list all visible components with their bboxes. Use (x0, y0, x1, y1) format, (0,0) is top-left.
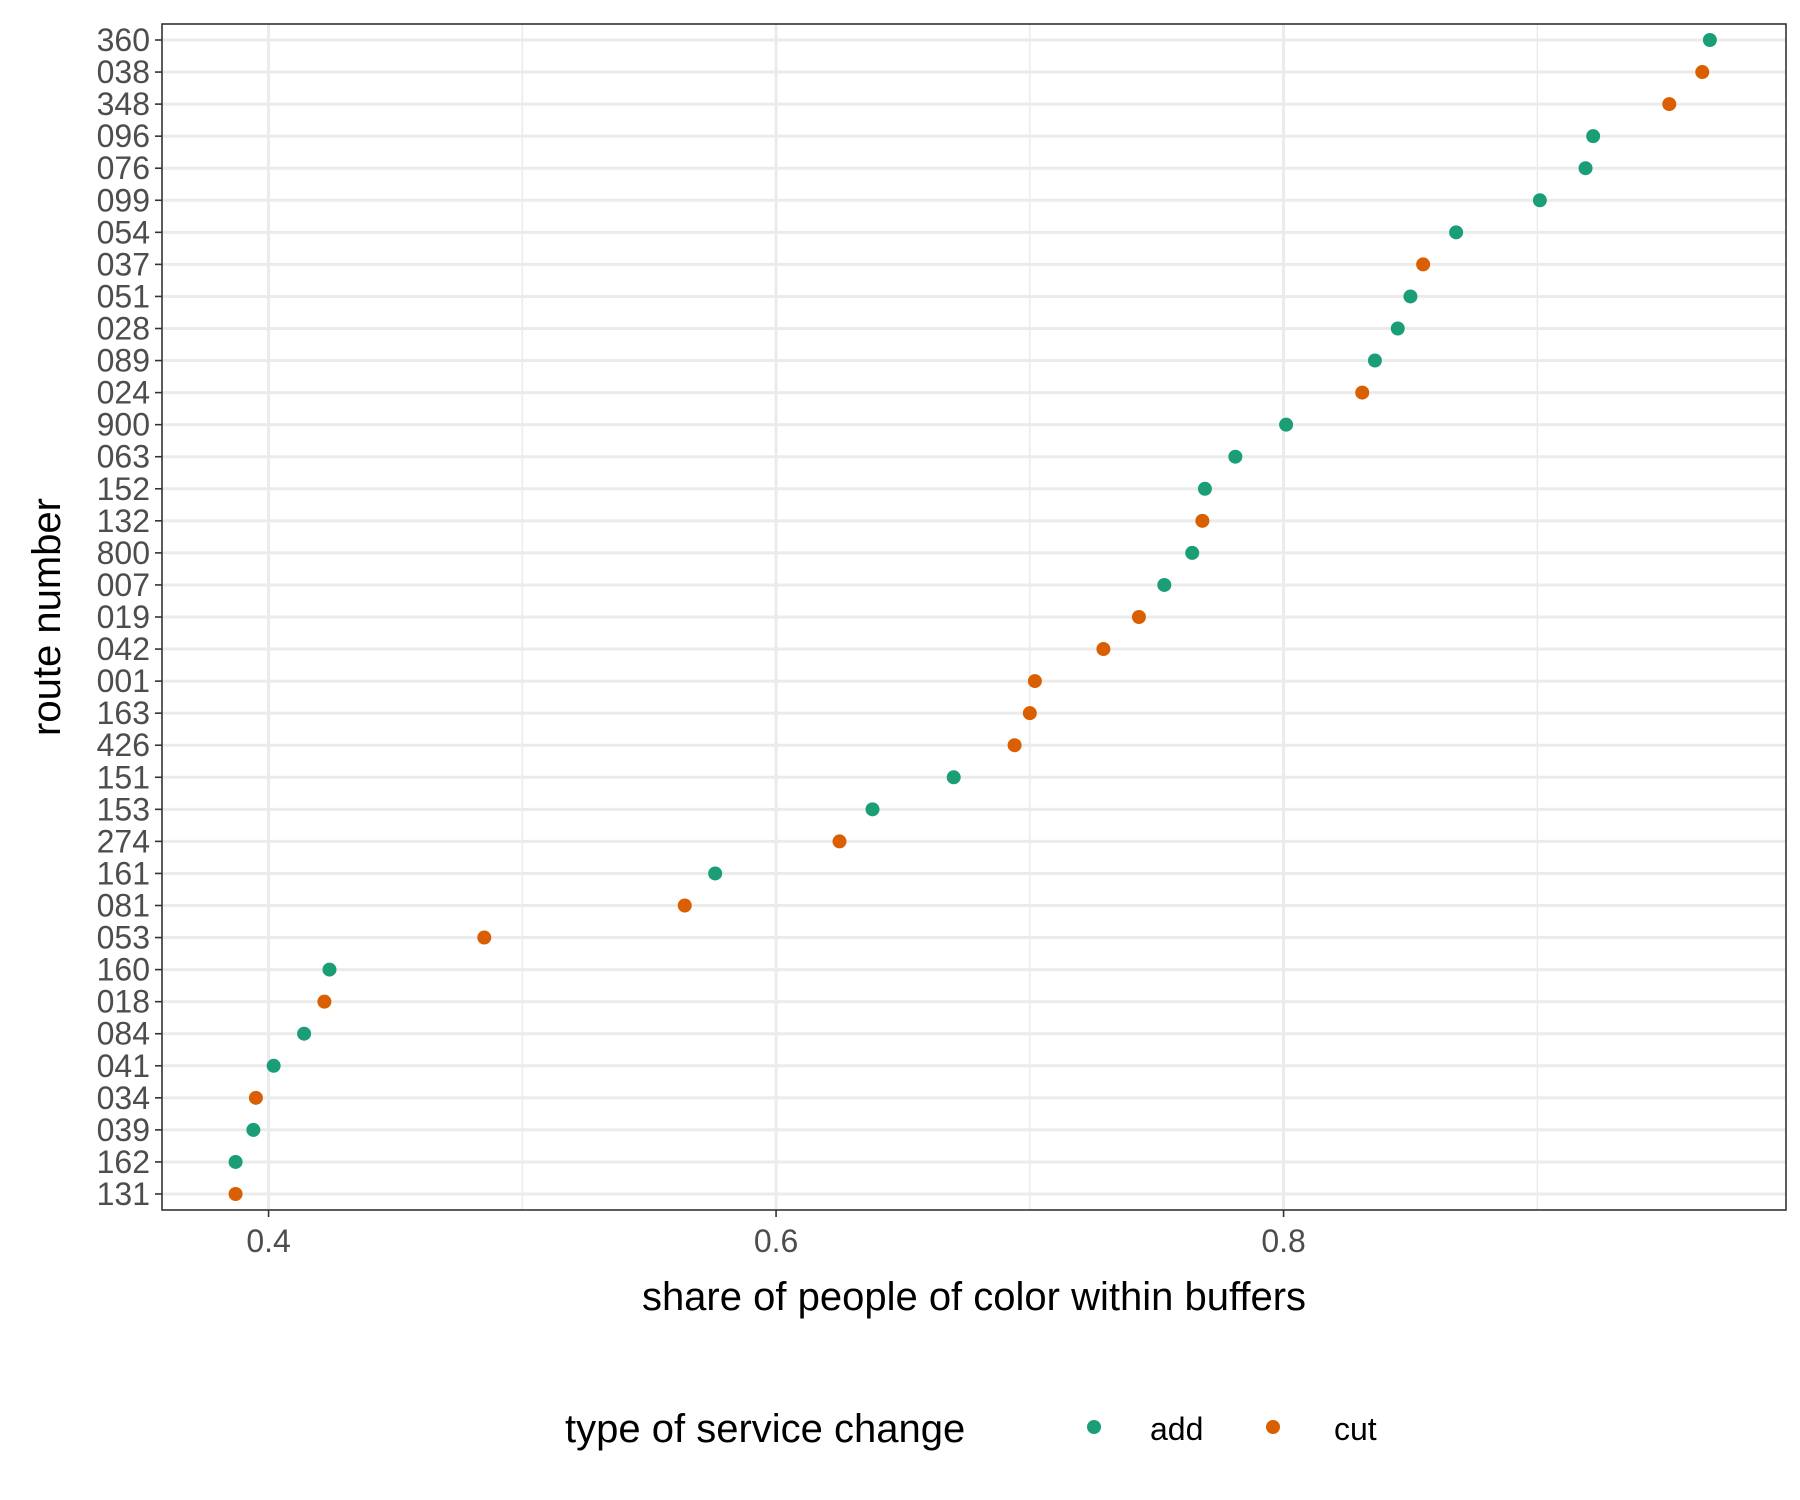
y-tick-label: 426 (97, 727, 150, 763)
y-tick-label: 018 (97, 984, 150, 1020)
y-tick-label: 131 (97, 1176, 150, 1212)
y-tick-label: 007 (97, 567, 150, 603)
point-cut-274 (832, 834, 847, 849)
legend-label-cut: cut (1334, 1411, 1377, 1447)
y-tick-label: 039 (97, 1112, 150, 1148)
point-add-051 (1403, 289, 1418, 304)
point-add-096 (1586, 129, 1601, 144)
point-cut-018 (317, 994, 332, 1009)
point-add-800 (1185, 545, 1200, 560)
y-tick-label: 162 (97, 1144, 150, 1180)
point-cut-024 (1355, 385, 1370, 400)
point-add-054 (1449, 225, 1464, 240)
point-add-041 (266, 1058, 281, 1073)
point-cut-042 (1096, 642, 1111, 657)
y-tick-label: 152 (97, 471, 150, 507)
y-tick-label: 028 (97, 311, 150, 347)
legend-label-add: add (1150, 1411, 1203, 1447)
point-cut-163 (1022, 706, 1037, 721)
y-tick-label: 096 (97, 118, 150, 154)
point-add-162 (228, 1154, 243, 1169)
y-tick-label: 084 (97, 1016, 150, 1052)
y-tick-label: 089 (97, 343, 150, 379)
y-axis-ticks: 1311620390340410840181600530811612741531… (97, 22, 162, 1212)
y-tick-label: 132 (97, 503, 150, 539)
point-add-152 (1197, 481, 1212, 496)
point-cut-426 (1007, 738, 1022, 753)
point-add-089 (1367, 353, 1382, 368)
point-cut-034 (248, 1090, 263, 1105)
y-tick-label: 037 (97, 246, 150, 282)
legend-title: type of service change (565, 1407, 965, 1451)
x-axis-title: share of people of color within buffers (642, 1275, 1306, 1319)
point-add-151 (946, 770, 961, 785)
data-points (228, 33, 1717, 1201)
point-add-076 (1578, 161, 1593, 176)
y-tick-label: 274 (97, 823, 150, 859)
y-tick-label: 038 (97, 54, 150, 90)
y-tick-label: 053 (97, 920, 150, 956)
x-tick-label: 0.8 (1261, 1223, 1305, 1259)
y-tick-label: 076 (97, 150, 150, 186)
point-add-153 (865, 802, 880, 817)
y-tick-label: 360 (97, 22, 150, 58)
y-tick-label: 063 (97, 439, 150, 475)
y-tick-label: 153 (97, 791, 150, 827)
y-tick-label: 900 (97, 407, 150, 443)
y-tick-label: 800 (97, 535, 150, 571)
y-tick-label: 054 (97, 214, 150, 250)
y-tick-label: 151 (97, 759, 150, 795)
y-tick-label: 041 (97, 1048, 150, 1084)
x-tick-label: 0.4 (246, 1223, 290, 1259)
point-cut-053 (477, 930, 492, 945)
point-cut-019 (1131, 610, 1146, 624)
y-tick-label: 161 (97, 855, 150, 891)
y-tick-label: 160 (97, 952, 150, 988)
y-tick-label: 042 (97, 631, 150, 667)
point-add-028 (1390, 321, 1405, 336)
grid-lines (162, 24, 1786, 1210)
y-tick-label: 024 (97, 375, 150, 411)
point-cut-081 (677, 898, 692, 913)
point-add-063 (1228, 449, 1243, 464)
y-tick-label: 081 (97, 888, 150, 924)
y-tick-label: 348 (97, 86, 150, 122)
point-add-360 (1702, 33, 1717, 47)
y-tick-label: 099 (97, 182, 150, 218)
point-add-161 (708, 866, 723, 881)
point-add-160 (322, 962, 337, 977)
point-cut-348 (1662, 97, 1677, 112)
y-tick-label: 001 (97, 663, 150, 699)
legend-marker-add (1087, 1420, 1101, 1434)
point-add-084 (297, 1026, 312, 1041)
y-tick-label: 163 (97, 695, 150, 731)
point-add-007 (1157, 577, 1172, 592)
point-cut-132 (1195, 513, 1210, 528)
y-tick-label: 019 (97, 599, 150, 635)
legend: type of service change add cut (565, 1407, 1377, 1451)
point-add-099 (1532, 193, 1547, 208)
point-cut-038 (1695, 65, 1710, 80)
x-axis-ticks: 0.4 0.6 0.8 (246, 1210, 1306, 1259)
y-tick-label: 051 (97, 278, 150, 314)
point-cut-037 (1416, 257, 1431, 272)
point-add-039 (246, 1122, 261, 1137)
x-tick-label: 0.6 (754, 1223, 798, 1259)
point-cut-001 (1027, 674, 1042, 689)
point-cut-131 (228, 1187, 243, 1201)
y-tick-label: 034 (97, 1080, 150, 1116)
legend-marker-cut (1266, 1420, 1280, 1434)
y-axis-title: route number (25, 498, 69, 736)
point-add-900 (1279, 417, 1294, 432)
